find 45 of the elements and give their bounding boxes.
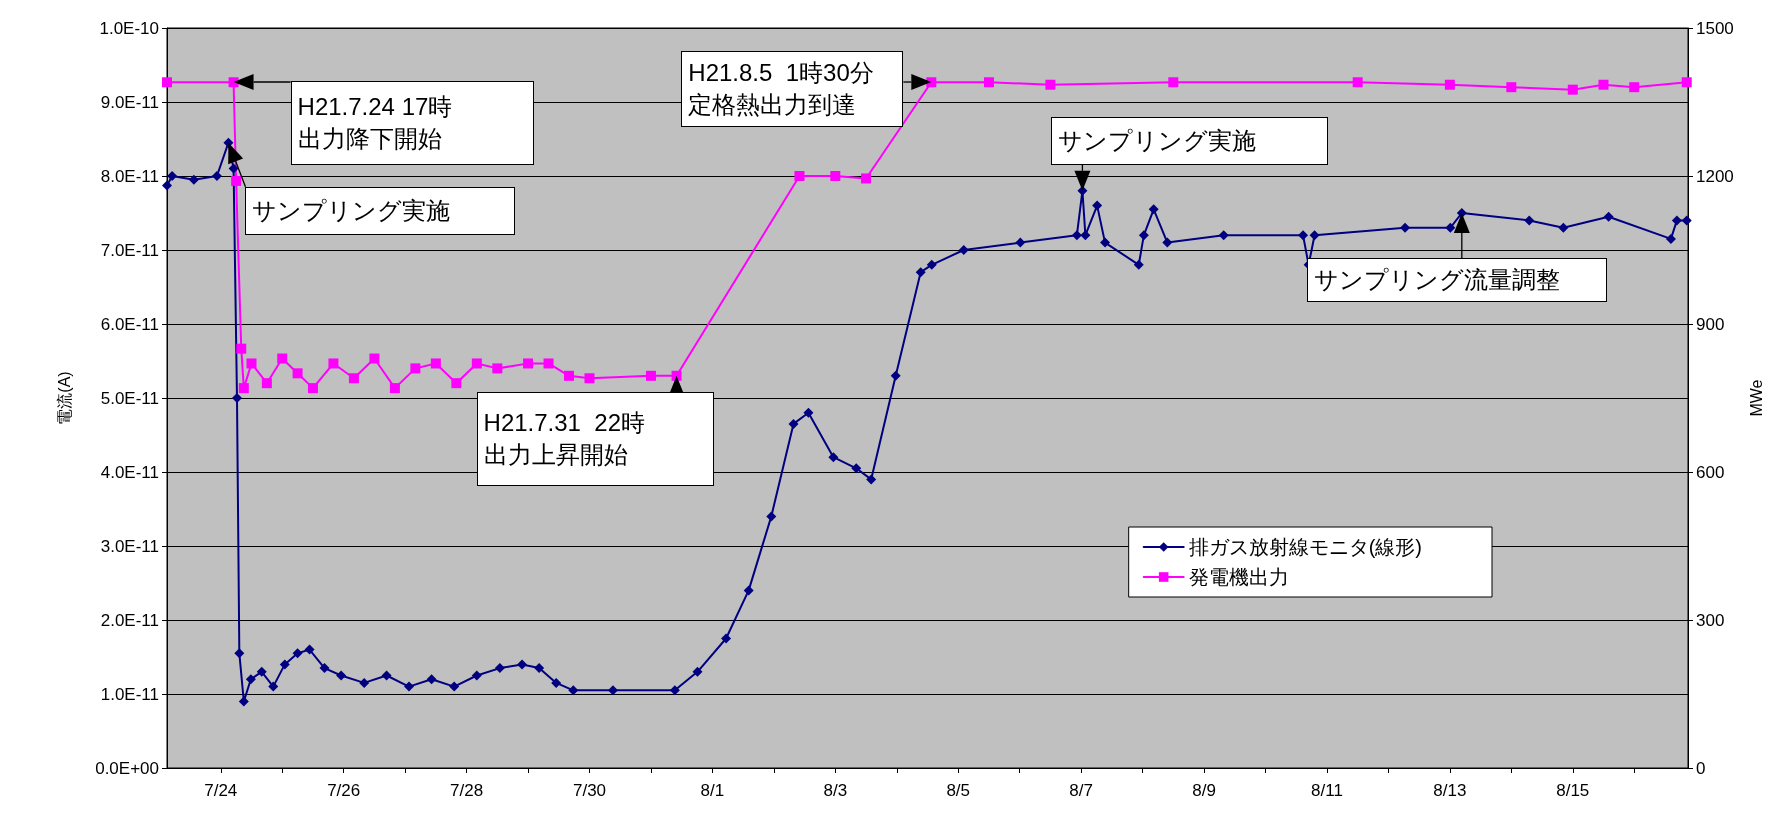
- callout-box: H21.7.24 17時出力降下開始: [290, 81, 534, 165]
- annotation: サンプリング流量調整: [1313, 265, 1561, 295]
- y-tick-label: 6.0E-11: [100, 314, 159, 334]
- callout-box: サンプリング実施: [245, 186, 516, 235]
- annotation: H21.7.24 17時出力降下開始: [297, 92, 454, 154]
- y2-tick-label: 900: [1696, 314, 1725, 334]
- x-tick-label: 7/26: [327, 781, 361, 800]
- y-tick-label: 3.0E-11: [100, 536, 159, 556]
- y-tick-label: 7.0E-11: [100, 240, 159, 260]
- y-tick-label: 1.0E-10: [99, 18, 159, 38]
- x-tick-label: 8/5: [946, 781, 971, 800]
- y-tick-label: 5.0E-11: [100, 388, 159, 408]
- annotation: サンプリング実施: [1058, 125, 1258, 156]
- x-tick-label: 8/3: [823, 781, 848, 800]
- x-tick-label: 8/15: [1556, 781, 1590, 800]
- x-tick-label: 7/28: [450, 781, 484, 800]
- x-tick-label: 7/24: [204, 781, 238, 800]
- legend-label: 排ガス放射線モニタ(線形): [1188, 536, 1423, 558]
- x-tick-label: 8/11: [1311, 781, 1343, 800]
- y-tick-label: 9.0E-11: [100, 92, 159, 112]
- x-tick-label: 8/1: [700, 781, 725, 800]
- y-tick-label: 0.0E+00: [95, 758, 159, 778]
- x-tick-label: 8/9: [1192, 781, 1216, 800]
- callout-box: H21.8.5 1時30分定格熱出力到達: [681, 51, 904, 127]
- annotation: H21.8.5 1時30分定格熱出力到達: [688, 58, 875, 120]
- annotation: H21.7.31 22時出力上昇開始: [483, 407, 646, 470]
- y2-axis-title: MWe: [1747, 379, 1765, 417]
- x-tick-label: 7/30: [572, 781, 607, 800]
- y-tick-label: 1.0E-11: [100, 684, 159, 704]
- y-tick-label: 8.0E-11: [100, 166, 159, 186]
- y-tick-label: 2.0E-11: [100, 610, 159, 630]
- y-axis-title: 電流(A): [55, 371, 73, 425]
- annotation: サンプリング実施: [252, 195, 452, 226]
- legend-label: 発電機出力: [1188, 566, 1289, 588]
- y2-tick-label: 1200: [1696, 166, 1734, 186]
- callout-box: H21.7.31 22時出力上昇開始: [476, 391, 714, 486]
- y2-tick-label: 1500: [1696, 18, 1734, 38]
- x-tick-label: 8/7: [1069, 781, 1093, 800]
- y-tick-label: 4.0E-11: [100, 462, 159, 482]
- y2-tick-label: 600: [1696, 462, 1725, 482]
- callout-box: サンプリング実施: [1051, 116, 1329, 165]
- y2-tick-label: 0: [1696, 758, 1706, 778]
- x-tick-label: 8/13: [1433, 781, 1467, 800]
- callout-box: サンプリング流量調整: [1306, 258, 1607, 302]
- y2-tick-label: 300: [1696, 610, 1725, 630]
